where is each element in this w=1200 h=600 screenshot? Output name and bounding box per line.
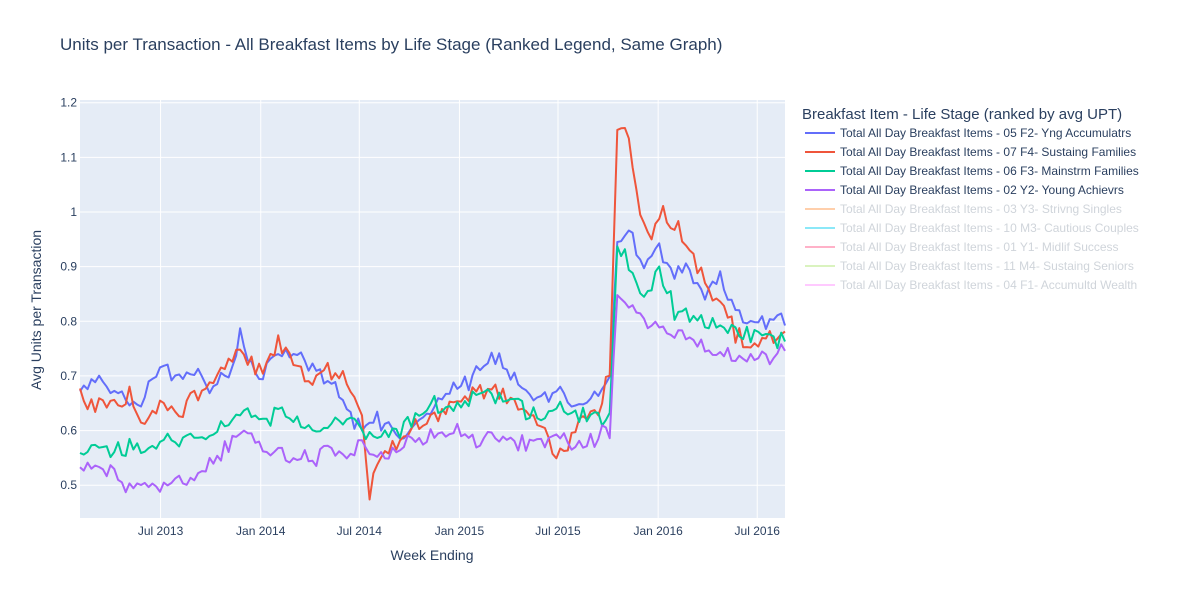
legend-item[interactable]: Total All Day Breakfast Items - 07 F4- S… — [805, 145, 1136, 159]
legend[interactable]: Total All Day Breakfast Items - 05 F2- Y… — [805, 126, 1139, 292]
grid-lines — [80, 100, 785, 518]
x-tick-label: Jul 2015 — [535, 524, 581, 538]
legend-label: Total All Day Breakfast Items - 05 F2- Y… — [840, 126, 1131, 140]
y-tick-label: 0.6 — [60, 424, 77, 438]
y-tick-label: 1 — [70, 205, 77, 219]
legend-title: Breakfast Item - Life Stage (ranked by a… — [802, 106, 1122, 123]
x-tick-label: Jul 2013 — [138, 524, 184, 538]
series-line[interactable] — [79, 294, 786, 494]
x-axis-title: Week Ending — [390, 547, 473, 563]
legend-item[interactable]: Total All Day Breakfast Items - 11 M4- S… — [805, 259, 1134, 273]
y-tick-label: 0.5 — [60, 478, 77, 492]
legend-item[interactable]: Total All Day Breakfast Items - 03 Y3- S… — [805, 202, 1122, 216]
legend-item[interactable]: Total All Day Breakfast Items - 06 F3- M… — [805, 164, 1139, 178]
y-axis-ticks: 0.5 0.6 0.7 0.8 0.9 1 1.1 1.2 — [60, 96, 77, 492]
legend-label: Total All Day Breakfast Items - 07 F4- S… — [840, 145, 1136, 159]
legend-item[interactable]: Total All Day Breakfast Items - 02 Y2- Y… — [805, 183, 1124, 197]
series-line[interactable] — [79, 127, 786, 501]
x-axis-ticks: Jul 2013 Jan 2014 Jul 2014 Jan 2015 Jul 2015… — [138, 524, 780, 538]
y-axis-title: Avg Units per Transaction — [28, 230, 44, 390]
legend-label: Total All Day Breakfast Items - 06 F3- M… — [840, 164, 1139, 178]
y-tick-label: 1.2 — [60, 96, 77, 110]
legend-item[interactable]: Total All Day Breakfast Items - 01 Y1- M… — [805, 240, 1119, 254]
legend-label: Total All Day Breakfast Items - 02 Y2- Y… — [840, 183, 1124, 197]
legend-label: Total All Day Breakfast Items - 03 Y3- S… — [840, 202, 1122, 216]
x-tick-label: Jan 2015 — [435, 524, 485, 538]
x-tick-label: Jul 2014 — [337, 524, 383, 538]
x-tick-label: Jan 2016 — [633, 524, 683, 538]
y-tick-label: 0.9 — [60, 260, 77, 274]
plot-area[interactable] — [80, 100, 785, 518]
series-line[interactable] — [79, 245, 786, 459]
legend-label: Total All Day Breakfast Items - 01 Y1- M… — [840, 240, 1119, 254]
legend-item[interactable]: Total All Day Breakfast Items - 10 M3- C… — [805, 221, 1139, 235]
y-tick-label: 0.7 — [60, 369, 77, 383]
legend-item[interactable]: Total All Day Breakfast Items - 04 F1- A… — [805, 278, 1137, 292]
series-line[interactable] — [79, 229, 786, 440]
y-tick-label: 0.8 — [60, 314, 77, 328]
y-tick-label: 1.1 — [60, 150, 77, 164]
chart-title: Units per Transaction - All Breakfast It… — [60, 35, 722, 54]
legend-label: Total All Day Breakfast Items - 04 F1- A… — [840, 278, 1137, 292]
legend-label: Total All Day Breakfast Items - 11 M4- S… — [840, 259, 1134, 273]
x-tick-label: Jul 2016 — [735, 524, 781, 538]
legend-item[interactable]: Total All Day Breakfast Items - 05 F2- Y… — [805, 126, 1131, 140]
series-lines[interactable] — [79, 127, 786, 501]
legend-label: Total All Day Breakfast Items - 10 M3- C… — [840, 221, 1139, 235]
x-tick-label: Jan 2014 — [236, 524, 286, 538]
